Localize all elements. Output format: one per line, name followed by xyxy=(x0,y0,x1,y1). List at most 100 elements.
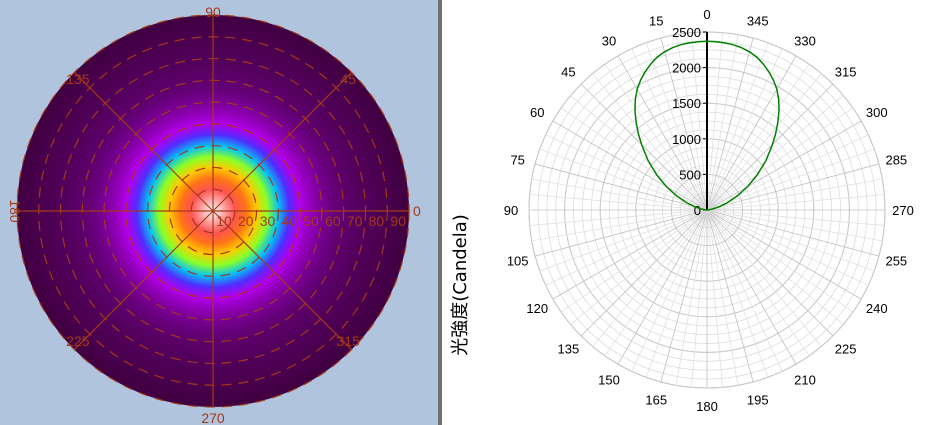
angle-label-15: 15 xyxy=(649,14,663,29)
minor-grid-spoke xyxy=(706,32,723,211)
radial-tick-label: 0 xyxy=(694,203,701,218)
major-grid-spoke xyxy=(552,209,708,300)
minor-grid-spoke xyxy=(706,209,723,388)
angle-label-315: 315 xyxy=(835,64,857,79)
major-grid-spoke xyxy=(617,55,708,211)
minor-grid-spoke xyxy=(560,107,708,211)
angle-label-285: 285 xyxy=(885,152,907,167)
minor-grid-spoke xyxy=(691,32,708,211)
angle-grid-spoke xyxy=(73,71,214,212)
minor-grid-spoke xyxy=(545,209,708,286)
minor-grid-spoke xyxy=(706,73,822,211)
major-grid-spoke xyxy=(706,209,862,300)
angle-label-60: 60 xyxy=(530,105,544,120)
angle-grid-spoke xyxy=(212,71,353,212)
angle-label-240: 240 xyxy=(866,301,888,316)
radial-tick-label: 20 xyxy=(238,213,254,229)
angle-grid-spoke xyxy=(73,210,214,351)
minor-grid-spoke xyxy=(706,178,883,211)
radial-tick-label: 50 xyxy=(303,213,319,229)
angle-label-150: 150 xyxy=(598,373,620,388)
minor-grid-spoke xyxy=(706,107,854,211)
panel-divider xyxy=(438,0,442,425)
angle-label-135: 135 xyxy=(66,71,90,87)
minor-grid-spoke xyxy=(592,209,708,347)
angle-label-195: 195 xyxy=(747,392,769,407)
minor-grid-spoke xyxy=(706,209,739,386)
radial-tick-label: 500 xyxy=(679,167,701,182)
major-grid-spoke xyxy=(660,209,708,383)
minor-grid-spoke xyxy=(706,42,769,211)
minor-grid-spoke xyxy=(706,209,854,313)
candela-series-line xyxy=(634,40,780,211)
angle-label-90: 90 xyxy=(504,203,518,218)
polar-candela-chart: 0500100015002000250001530456075901051201… xyxy=(450,7,914,414)
minor-grid-spoke xyxy=(604,209,708,357)
radial-tick-label: 80 xyxy=(369,213,385,229)
major-grid-spoke xyxy=(706,163,880,211)
minor-grid-spoke xyxy=(706,209,844,325)
major-grid-spoke xyxy=(706,209,834,337)
angle-label-75: 75 xyxy=(510,152,524,167)
major-grid-spoke xyxy=(580,83,708,211)
radial-tick-label: 30 xyxy=(260,213,276,229)
y-axis-title: 光強度(Candela) xyxy=(450,214,471,356)
minor-grid-spoke xyxy=(706,209,875,272)
minor-grid-spoke xyxy=(531,209,708,242)
angle-label-90: 90 xyxy=(205,4,221,20)
angle-label-165: 165 xyxy=(645,392,667,407)
angle-label-0: 0 xyxy=(703,7,710,22)
minor-grid-spoke xyxy=(706,48,783,211)
angle-label-0: 0 xyxy=(413,203,421,219)
angle-label-210: 210 xyxy=(794,373,816,388)
minor-grid-spoke xyxy=(706,34,739,211)
angle-label-255: 255 xyxy=(885,254,907,269)
minor-grid-spoke xyxy=(631,209,708,372)
minor-grid-spoke xyxy=(706,209,769,378)
minor-grid-spoke xyxy=(560,209,708,313)
angle-label-300: 300 xyxy=(866,105,888,120)
angle-label-45: 45 xyxy=(561,64,575,79)
angle-label-105: 105 xyxy=(507,254,529,269)
minor-grid-spoke xyxy=(631,48,708,211)
minor-grid-spoke xyxy=(539,148,708,211)
minor-grid-spoke xyxy=(706,209,810,357)
minor-grid-spoke xyxy=(675,34,708,211)
radial-tick-label: 70 xyxy=(347,213,363,229)
major-grid-spoke xyxy=(534,163,708,211)
minor-grid-spoke xyxy=(645,209,708,378)
radial-tick-label: 90 xyxy=(390,213,406,229)
angle-label-315: 315 xyxy=(337,333,361,349)
major-grid-spoke xyxy=(706,209,754,383)
major-grid-spoke xyxy=(534,209,708,257)
major-grid-spoke xyxy=(706,37,754,211)
minor-grid-spoke xyxy=(531,178,708,211)
radial-tick-label: 40 xyxy=(282,213,298,229)
angle-label-180: 180 xyxy=(696,399,718,414)
major-grid-spoke xyxy=(706,209,797,365)
polar-candela-panel: 0 500 1000 1500 2000 2500 0 15 30 45 60 75 90 105 120 1… xyxy=(442,0,930,425)
minor-grid-spoke xyxy=(604,63,708,211)
angle-label-30: 30 xyxy=(602,33,616,48)
minor-grid-spoke xyxy=(706,95,844,211)
minor-grid-spoke xyxy=(675,209,708,386)
major-grid-spoke xyxy=(706,209,880,257)
minor-grid-spoke xyxy=(570,209,708,325)
angle-label-120: 120 xyxy=(526,301,548,316)
major-grid-spoke xyxy=(660,37,708,211)
angle-label-225: 225 xyxy=(66,333,90,349)
radial-tick-label: 10 xyxy=(216,213,232,229)
radial-tick-label: 60 xyxy=(325,213,341,229)
minor-grid-spoke xyxy=(706,63,810,211)
angle-label-225: 225 xyxy=(835,342,857,357)
major-grid-spoke xyxy=(706,120,862,211)
radial-tick-label: 2500 xyxy=(672,25,701,40)
minor-grid-spoke xyxy=(706,194,885,211)
minor-grid-spoke xyxy=(706,148,875,211)
angle-label-135: 135 xyxy=(558,342,580,357)
minor-grid-spoke xyxy=(706,209,822,347)
minor-grid-spoke xyxy=(645,42,708,211)
minor-grid-spoke xyxy=(691,209,708,388)
angle-label-270: 270 xyxy=(201,410,225,425)
radial-tick-label: 1000 xyxy=(672,132,701,147)
